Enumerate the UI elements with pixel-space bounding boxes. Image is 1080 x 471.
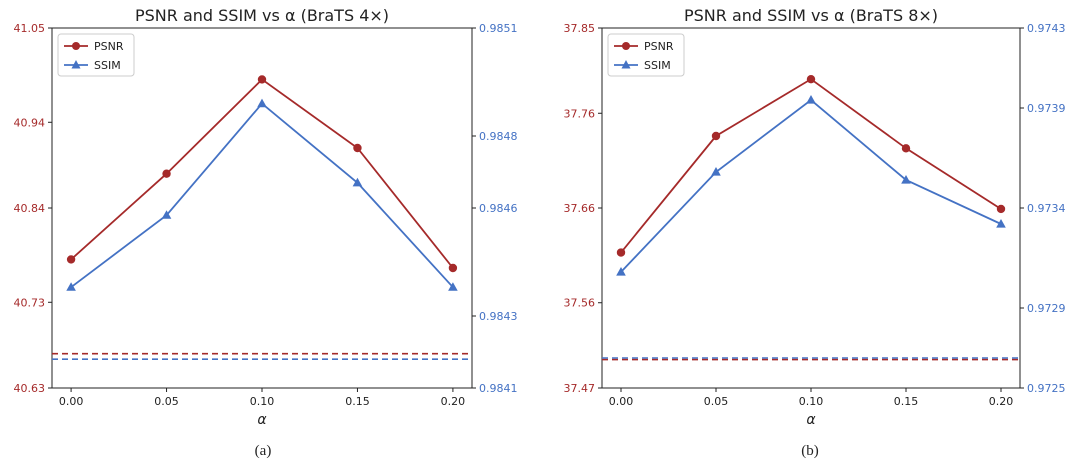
right-y-tick-label: 0.9725 [1027,382,1066,395]
legend-psnr-label: PSNR [94,40,124,53]
ssim-point [806,95,816,104]
psnr-point [162,169,171,178]
right-y-tick-label: 0.9848 [479,130,518,143]
legend: PSNR SSIM [607,33,685,77]
x-tick-label: 0.05 [154,395,179,408]
legend-psnr-marker [72,42,80,50]
caption-b: (b) [801,443,819,459]
x-axis-label: α [257,412,267,428]
ssim-point [257,98,267,108]
legend-ssim-marker [621,60,631,69]
chart-panel-0: PSNR and SSIM vs α (BraTS 4×) 0.00 0.05 0.1… [14,6,518,428]
chart-panel-1: PSNR and SSIM vs α (BraTS 8×) 0.00 0.05 0.1… [564,6,1066,428]
ssim-point [996,219,1006,228]
ssim-point [161,210,172,219]
right-y-tick-label: 0.9743 [1027,22,1066,35]
ssim-point [711,167,721,176]
right-y-tick-label: 0.9739 [1027,102,1066,115]
psnr-line [620,78,1002,254]
left-y-tick-label: 37.85 [564,22,596,35]
psnr-point [257,75,267,84]
caption-a: (a) [254,443,272,459]
x-tick-label: 0.15 [894,395,919,408]
ssim-point [616,267,626,276]
ssim-line [620,98,1002,273]
x-tick-label: 0.20 [989,395,1014,408]
psnr-point [66,255,76,264]
x-tick-label: 0.10 [799,395,824,408]
left-y-tick-label: 37.66 [564,202,596,215]
left-y-tick-label: 40.84 [14,202,46,215]
left-y-tick-label: 37.47 [564,382,596,395]
x-tick-label: 0.00 [609,395,634,408]
legend-ssim-label: SSIM [644,59,671,72]
psnr-point [711,131,721,141]
x-tick-label: 0.00 [59,395,84,408]
left-y-tick-label: 40.73 [14,296,46,309]
x-tick-label: 0.05 [704,395,729,408]
psnr-point [996,204,1006,214]
right-y-tick-label: 0.9841 [479,382,518,395]
x-tick-label: 0.10 [250,395,275,408]
x-axis-label: α [806,412,816,428]
psnr-point [448,263,458,273]
right-y-tick-label: 0.9734 [1027,202,1066,215]
right-y-tick-label: 0.9851 [479,22,518,35]
x-tick-label: 0.20 [441,395,466,408]
legend: PSNR SSIM [57,33,135,77]
psnr-point [353,143,362,153]
x-tick-label: 0.15 [345,395,370,408]
legend-psnr-marker [622,42,630,50]
left-y-tick-label: 37.76 [564,107,596,120]
left-y-tick-label: 41.05 [14,22,46,35]
legend-ssim-marker [71,60,81,69]
right-y-tick-label: 0.9846 [479,202,518,215]
ssim-point [448,282,458,291]
legend-ssim-label: SSIM [94,59,121,72]
ssim-point [352,177,363,187]
chart-title: PSNR and SSIM vs α (BraTS 8×) [684,6,938,25]
ssim-point [66,282,76,291]
psnr-line [70,78,454,269]
left-y-tick-label: 37.56 [564,297,596,310]
left-y-tick-label: 40.63 [14,382,46,395]
ssim-point [901,175,911,184]
psnr-point [616,248,626,257]
right-y-tick-label: 0.9843 [479,310,518,323]
legend-psnr-label: PSNR [644,40,674,53]
psnr-point [806,74,816,84]
left-y-tick-label: 40.94 [14,116,46,129]
right-y-tick-label: 0.9729 [1027,302,1066,315]
chart-title: PSNR and SSIM vs α (BraTS 4×) [135,6,389,25]
psnr-point [901,144,911,153]
